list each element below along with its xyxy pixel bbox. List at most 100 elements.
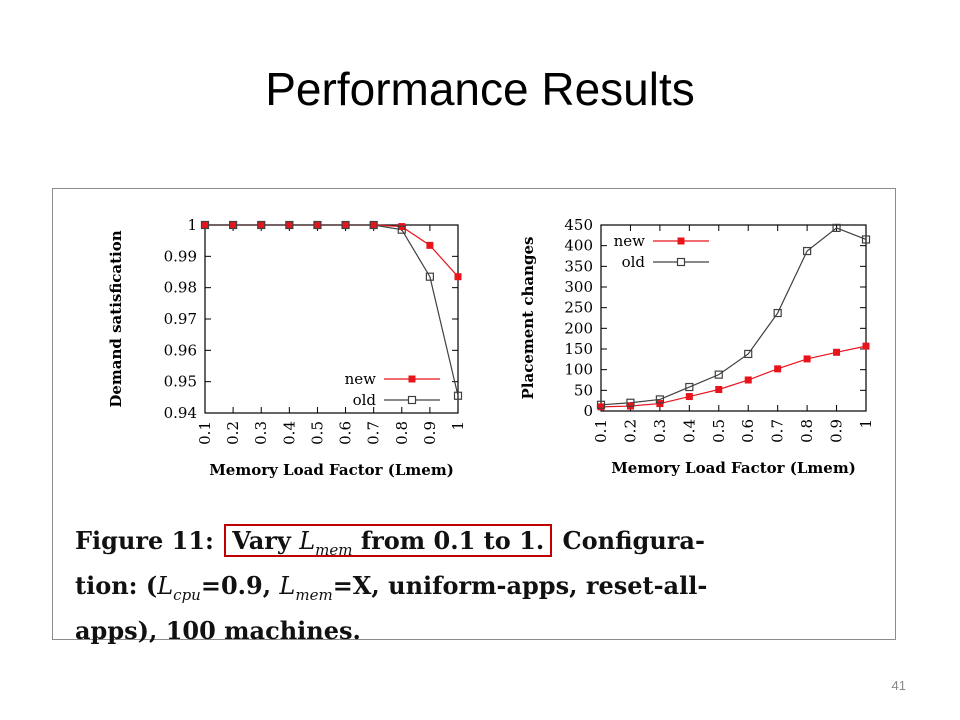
data-point-old [773, 308, 782, 318]
x-tick-label: 0.3 [651, 419, 669, 443]
data-point-old [861, 235, 871, 244]
data-point-old [257, 220, 266, 230]
y-axis-label: Placement changes [519, 237, 537, 400]
y-tick-label: 0.98 [164, 279, 197, 297]
legend-label-old: old [622, 253, 646, 271]
caption-prefix: Figure 11: [75, 526, 214, 555]
data-point-new [370, 221, 378, 229]
y-tick-label: 1 [187, 216, 197, 234]
figure-caption: Figure 11: Vary Lmem from 0.1 to 1. Conf… [75, 523, 875, 649]
data-point-new [685, 393, 693, 401]
y-tick-label: 250 [564, 299, 593, 317]
series-line-old [600, 227, 867, 406]
y-tick-label: 50 [574, 381, 593, 399]
plot-frame [204, 224, 459, 414]
data-point-new [426, 241, 434, 249]
y-tick-label: 0.96 [164, 341, 197, 359]
series-line-new [205, 224, 459, 278]
data-point-old [744, 349, 753, 359]
caption-line-3: apps), 100 machines. [75, 615, 361, 645]
math-subscript: cpu [173, 585, 201, 604]
y-tick-label: 0.94 [164, 404, 197, 422]
y-axis-label: Demand satisfication [107, 230, 125, 407]
data-point-new [774, 365, 782, 373]
data-point-new [342, 221, 350, 229]
y-tick-label: 0.99 [164, 247, 197, 265]
x-tick-label: 0.8 [393, 421, 411, 445]
x-tick-label: 0.6 [739, 419, 757, 443]
slide-title: Performance Results [265, 63, 695, 115]
y-tick-label: 100 [564, 361, 593, 379]
series-line-new [600, 345, 867, 408]
y-tick-label: 350 [564, 257, 593, 275]
caption-highlight-pre: Vary [232, 526, 291, 555]
data-point-old [714, 370, 723, 379]
math-symbol: L [157, 571, 174, 600]
data-point-new [229, 221, 237, 229]
x-tick-label: 0.4 [280, 421, 298, 445]
y-tick-label: 150 [564, 340, 593, 358]
data-point-old [341, 220, 350, 230]
data-point-old [229, 220, 238, 230]
caption-line-1: Figure 11: Vary Lmem from 0.1 to 1. Conf… [75, 523, 875, 568]
math-symbol: L [279, 571, 296, 600]
legend-label-old: old [353, 391, 377, 409]
x-tick-label: 0.5 [710, 419, 728, 443]
data-point-new [313, 221, 321, 229]
math-symbol: L [299, 527, 316, 555]
x-tick-label: 0.9 [421, 421, 439, 445]
caption-math-lcpu: Lcpu [157, 571, 201, 604]
y-tick-label: 400 [564, 237, 593, 255]
data-point-old [453, 391, 463, 400]
x-tick-label: 0.6 [337, 421, 355, 445]
data-point-new [862, 342, 870, 350]
math-subscript: mem [315, 540, 353, 559]
legend-label-new: new [345, 370, 377, 388]
y-tick-label: 300 [564, 278, 593, 296]
data-point-new [833, 348, 841, 356]
data-point-old [313, 220, 322, 230]
data-point-old [285, 220, 294, 230]
data-point-old [832, 223, 841, 232]
data-point-old [369, 220, 378, 230]
data-point-old [425, 272, 434, 281]
caption-line2-a: tion: ( [75, 570, 158, 600]
legend-marker-new [408, 375, 416, 383]
data-point-new [454, 273, 462, 281]
x-tick-label: 0.2 [224, 421, 242, 445]
caption-highlight-box: Vary Lmem from 0.1 to 1. [224, 524, 553, 559]
data-point-old [200, 220, 210, 230]
data-point-old [685, 382, 694, 392]
legend-label-new: new [614, 232, 646, 250]
math-subscript: mem [295, 585, 333, 604]
x-tick-label: 0.5 [308, 421, 326, 445]
caption-highlight-math: Lmem [299, 527, 352, 559]
charts-svg: 0.94 0.95 0.96 0.97 0.98 0.99 1 0.1 0.2 0.3 0.4 0.5… [107, 216, 875, 479]
y-tick-label: 0 [583, 402, 593, 420]
x-tick-label: 0.3 [252, 421, 270, 445]
data-point-old [803, 246, 812, 256]
figure-box: 0.94 0.95 0.96 0.97 0.98 0.99 1 0.1 0.2 0.3 0.4 0.5… [52, 188, 896, 645]
x-tick-label: 0.2 [621, 419, 639, 443]
legend-marker-old [676, 257, 686, 267]
data-point-new [744, 376, 752, 384]
data-point-old [655, 395, 664, 404]
data-point-old [596, 400, 606, 409]
y-tick-label: 450 [564, 216, 593, 234]
x-axis-label: Memory Load Factor (Lmem) [611, 459, 856, 477]
caption-line1-rest: Configura- [562, 526, 705, 555]
x-tick-label: 0.8 [798, 419, 816, 443]
x-axis-label: Memory Load Factor (Lmem) [209, 461, 454, 479]
data-point-new [715, 386, 723, 394]
data-point-old [397, 225, 406, 234]
slide-number: 41 [891, 678, 906, 693]
x-tick-label: 0.7 [769, 419, 787, 443]
caption-highlight-post: from 0.1 to 1. [360, 526, 545, 555]
series-line-old [205, 224, 459, 396]
x-tick-label: 0.7 [365, 421, 383, 445]
caption-line2-c: =X, uniform-apps, reset-all- [332, 570, 708, 600]
data-point-new [803, 355, 811, 363]
caption-line2-b: =0.9, [200, 570, 280, 600]
data-point-new [656, 400, 664, 408]
y-tick-label: 0.97 [164, 310, 197, 328]
